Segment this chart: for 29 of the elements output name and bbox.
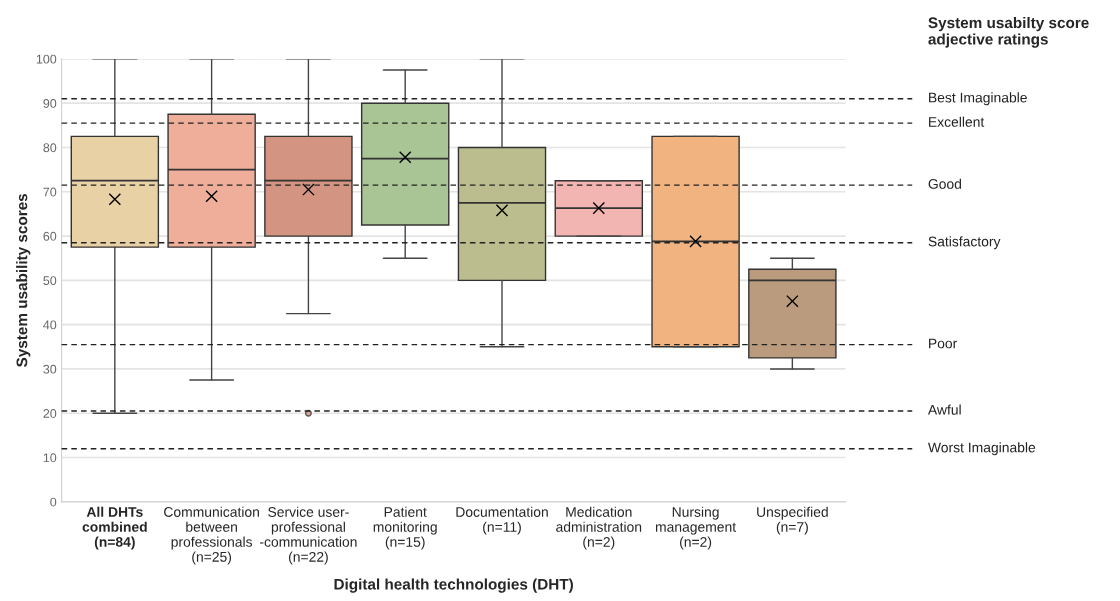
y-tick-label: 10 (43, 453, 57, 463)
y-axis-title: System usability scores (16, 193, 31, 367)
x-tick-label: Communication between professionals (n=25) (164, 506, 259, 565)
y-tick-label: 40 (43, 320, 57, 330)
y-tick-label: 60 (43, 231, 57, 241)
x-tick-label: Nursing management (n=2) (655, 506, 737, 550)
y-tick-label: 80 (43, 143, 57, 153)
ref-line-label: Good (928, 178, 961, 189)
x-axis-title: Digital health technologies (DHT) (334, 578, 573, 593)
y-tick-label: 50 (43, 276, 57, 286)
ref-line-label: Poor (929, 338, 958, 349)
x-tick-label: Patient monitoring (n=15) (373, 506, 437, 550)
ref-line-label: Best Imaginable (929, 92, 1027, 106)
x-tick-label: Medication administration (n=2) (556, 506, 642, 550)
y-tick-label: 30 (43, 364, 57, 374)
ref-line-label: Worst Imaginable (927, 442, 1036, 456)
y-tick-label: 70 (43, 187, 57, 197)
ref-line-label: Excellent (929, 116, 985, 127)
ref-line-label: Satisfactory (928, 236, 1001, 250)
x-tick-label: Documentation (n=11) (456, 506, 548, 535)
x-tick-label: Service user- professional -communication (n=22) (260, 506, 357, 565)
y-tick-label: 0 (50, 497, 57, 507)
y-tick-label: 100 (36, 54, 57, 64)
x-tick-label: All DHTs combined (n=84) (82, 506, 147, 550)
ref-line-label: Awful (927, 404, 961, 415)
x-tick-label: Unspecified (n=7) (757, 506, 828, 535)
y-tick-label: 20 (43, 409, 57, 418)
y-tick-label: 90 (43, 98, 57, 108)
text: System usabilty score adjective ratings (928, 16, 1089, 48)
